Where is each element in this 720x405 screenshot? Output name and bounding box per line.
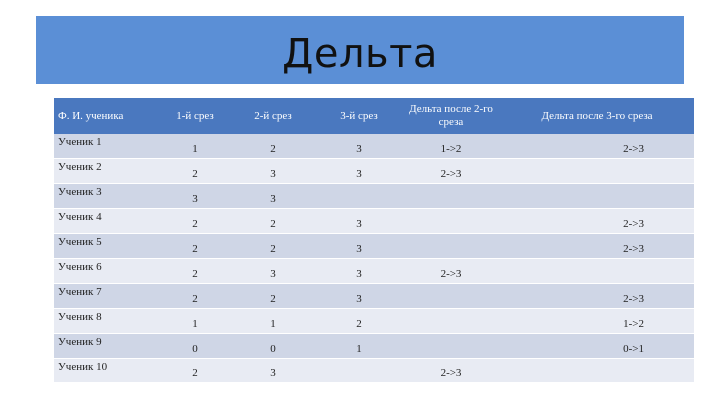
- cut-3-cell: [316, 183, 402, 210]
- delta-2-cell: [402, 333, 500, 359]
- header-cut-2: 2-й срез: [230, 98, 316, 134]
- delta-3-cell: [500, 183, 694, 210]
- cut-1-cell: 2: [160, 358, 230, 384]
- cut-3-cell: 3: [316, 134, 402, 160]
- cut-3-cell: 3: [316, 283, 402, 309]
- student-name-cell: Ученик 9: [54, 333, 160, 359]
- delta-3-cell: 2->3: [500, 283, 694, 309]
- delta-2-cell: 2->3: [402, 158, 500, 185]
- student-name-cell: Ученик 3: [54, 183, 160, 210]
- delta-2-cell: 1->2: [402, 134, 500, 160]
- slide-title: Дельта: [282, 31, 438, 77]
- delta-3-cell: 1->2: [500, 308, 694, 334]
- cut-2-cell: 3: [230, 183, 316, 210]
- title-banner: Дельта: [36, 16, 684, 84]
- table-row: Ученик 5 2 2 3 2->3: [54, 233, 694, 259]
- student-name-cell: Ученик 4: [54, 208, 160, 235]
- delta-3-cell: [500, 358, 694, 384]
- student-name-cell: Ученик 5: [54, 233, 160, 259]
- cut-2-cell: 3: [230, 258, 316, 284]
- cut-2-cell: 2: [230, 134, 316, 160]
- delta-3-cell: 2->3: [500, 134, 694, 160]
- cut-2-cell: 0: [230, 333, 316, 359]
- table-row: Ученик 1 1 2 3 1->2 2->3: [54, 134, 694, 160]
- delta-2-cell: 2->3: [402, 358, 500, 384]
- delta-2-cell: [402, 308, 500, 334]
- cut-1-cell: 2: [160, 258, 230, 284]
- cut-1-cell: 2: [160, 158, 230, 185]
- header-delta-2: Дельта после 2-го среза: [402, 98, 500, 134]
- cut-2-cell: 2: [230, 283, 316, 309]
- table-row: Ученик 4 2 2 3 2->3: [54, 208, 694, 235]
- student-name-cell: Ученик 6: [54, 258, 160, 284]
- student-name-cell: Ученик 8: [54, 308, 160, 334]
- table-row: Ученик 6 2 3 3 2->3: [54, 258, 694, 284]
- header-cut-3: 3-й срез: [316, 98, 402, 134]
- cut-2-cell: 1: [230, 308, 316, 334]
- cut-3-cell: 3: [316, 208, 402, 235]
- cut-2-cell: 2: [230, 233, 316, 259]
- cut-2-cell: 3: [230, 358, 316, 384]
- cut-1-cell: 0: [160, 333, 230, 359]
- student-name-cell: Ученик 1: [54, 134, 160, 160]
- header-delta-3: Дельта после 3-го среза: [500, 98, 694, 134]
- cut-3-cell: 1: [316, 333, 402, 359]
- table-row: Ученик 8 1 1 2 1->2: [54, 308, 694, 334]
- delta-3-cell: 2->3: [500, 233, 694, 259]
- cut-1-cell: 3: [160, 183, 230, 210]
- delta-3-cell: 2->3: [500, 208, 694, 235]
- table-row: Ученик 9 0 0 1 0->1: [54, 333, 694, 359]
- cut-1-cell: 2: [160, 233, 230, 259]
- delta-3-cell: 0->1: [500, 333, 694, 359]
- delta-2-cell: [402, 208, 500, 235]
- cut-1-cell: 1: [160, 134, 230, 160]
- delta-table: Ф. И. ученика 1-й срез 2-й срез 3-й срез…: [54, 98, 694, 384]
- table-row: Ученик 7 2 2 3 2->3: [54, 283, 694, 309]
- delta-2-cell: [402, 183, 500, 210]
- cut-3-cell: 3: [316, 233, 402, 259]
- cut-3-cell: 2: [316, 308, 402, 334]
- cut-2-cell: 3: [230, 158, 316, 185]
- table-row: Ученик 3 3 3: [54, 183, 694, 210]
- cut-3-cell: 3: [316, 158, 402, 185]
- student-name-cell: Ученик 2: [54, 158, 160, 185]
- header-student-name: Ф. И. ученика: [54, 98, 160, 134]
- delta-3-cell: [500, 158, 694, 185]
- header-cut-1: 1-й срез: [160, 98, 230, 134]
- delta-2-cell: [402, 233, 500, 259]
- cut-1-cell: 1: [160, 308, 230, 334]
- table-row: Ученик 10 2 3 2->3: [54, 358, 694, 384]
- cut-2-cell: 2: [230, 208, 316, 235]
- delta-3-cell: [500, 258, 694, 284]
- table-header-row: Ф. И. ученика 1-й срез 2-й срез 3-й срез…: [54, 98, 694, 134]
- delta-2-cell: 2->3: [402, 258, 500, 284]
- cut-3-cell: [316, 358, 402, 384]
- table-row: Ученик 2 2 3 3 2->3: [54, 158, 694, 185]
- cut-1-cell: 2: [160, 208, 230, 235]
- cut-1-cell: 2: [160, 283, 230, 309]
- cut-3-cell: 3: [316, 258, 402, 284]
- student-name-cell: Ученик 10: [54, 358, 160, 384]
- delta-2-cell: [402, 283, 500, 309]
- student-name-cell: Ученик 7: [54, 283, 160, 309]
